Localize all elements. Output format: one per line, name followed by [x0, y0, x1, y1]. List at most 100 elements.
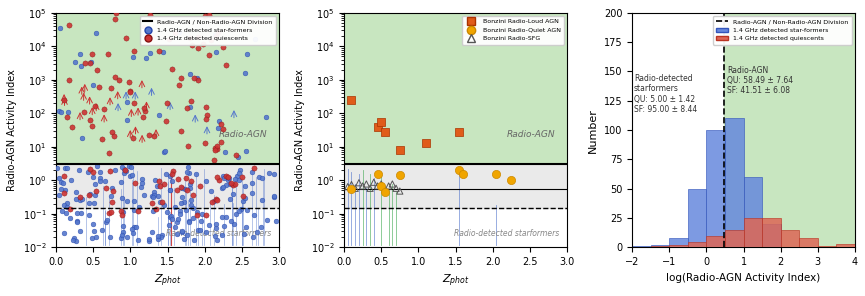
Point: [168, 225, 182, 230]
Point: [228, 176, 242, 181]
Point: [174, 128, 188, 133]
Point: [93, 85, 106, 90]
Point: [61, 115, 74, 119]
Point: [88, 181, 102, 186]
Point: [60, 200, 74, 205]
Point: [118, 168, 131, 172]
Point: [195, 212, 209, 216]
Point: [367, 180, 381, 185]
Point: [196, 41, 210, 46]
Point: [370, 124, 384, 129]
Point: [99, 220, 113, 224]
Point: [70, 211, 84, 216]
Point: [193, 228, 207, 233]
Point: [125, 227, 138, 231]
Point: [217, 175, 231, 180]
Bar: [650, 245, 670, 247]
Point: [131, 208, 145, 213]
X-axis label: $Z_{phot}$: $Z_{phot}$: [442, 273, 470, 289]
Point: [393, 173, 407, 178]
Point: [147, 190, 161, 195]
Point: [117, 171, 131, 176]
Point: [127, 49, 141, 54]
Point: [250, 230, 264, 234]
Point: [191, 228, 205, 233]
Point: [234, 207, 247, 211]
Point: [378, 130, 392, 134]
Point: [74, 210, 88, 215]
Point: [211, 29, 225, 34]
Point: [66, 125, 80, 130]
Point: [378, 190, 392, 194]
Point: [187, 237, 201, 242]
Point: [112, 4, 126, 8]
Point: [86, 123, 99, 128]
Point: [99, 217, 113, 222]
Point: [86, 229, 100, 234]
Point: [199, 105, 213, 110]
Point: [157, 149, 171, 154]
Point: [255, 175, 269, 180]
Point: [173, 212, 187, 217]
Point: [150, 206, 163, 211]
Point: [57, 191, 71, 196]
Point: [202, 53, 216, 58]
Point: [134, 184, 148, 189]
Point: [99, 186, 112, 191]
Point: [419, 141, 432, 145]
Point: [93, 176, 107, 181]
Point: [151, 236, 165, 241]
Point: [157, 148, 171, 153]
Point: [188, 75, 202, 80]
Point: [193, 184, 207, 189]
Point: [120, 118, 134, 122]
Point: [170, 220, 184, 224]
Point: [67, 59, 81, 64]
Point: [83, 191, 97, 196]
Point: [119, 168, 133, 173]
Point: [147, 134, 161, 139]
Point: [90, 68, 104, 73]
Point: [175, 186, 189, 191]
Point: [74, 195, 87, 200]
Point: [82, 200, 96, 205]
Point: [56, 174, 70, 179]
Point: [240, 208, 254, 213]
Point: [142, 132, 156, 137]
Point: [236, 198, 250, 203]
Point: [375, 182, 388, 186]
Point: [202, 12, 216, 17]
Point: [74, 197, 87, 202]
Point: [126, 54, 140, 59]
Point: [183, 220, 196, 224]
Point: [183, 203, 197, 207]
Point: [124, 89, 138, 94]
Point: [106, 189, 119, 194]
Point: [115, 196, 129, 200]
Point: [183, 35, 196, 40]
Bar: [799, 238, 817, 247]
Point: [153, 183, 167, 188]
Point: [169, 30, 183, 35]
Point: [105, 193, 119, 198]
Point: [146, 195, 160, 200]
Point: [160, 210, 174, 215]
Text: Radio-AGN: Radio-AGN: [507, 130, 556, 139]
Point: [260, 115, 273, 120]
Point: [212, 178, 226, 183]
Point: [165, 179, 179, 184]
Point: [199, 213, 213, 218]
Point: [54, 25, 67, 30]
Point: [184, 198, 198, 202]
Point: [154, 235, 168, 239]
Point: [151, 234, 165, 239]
Point: [147, 192, 161, 197]
Point: [152, 49, 166, 54]
Point: [52, 109, 66, 114]
Point: [175, 201, 189, 205]
Point: [191, 78, 205, 82]
Point: [73, 168, 87, 173]
Point: [61, 23, 75, 28]
Point: [186, 206, 200, 210]
Point: [191, 46, 205, 50]
